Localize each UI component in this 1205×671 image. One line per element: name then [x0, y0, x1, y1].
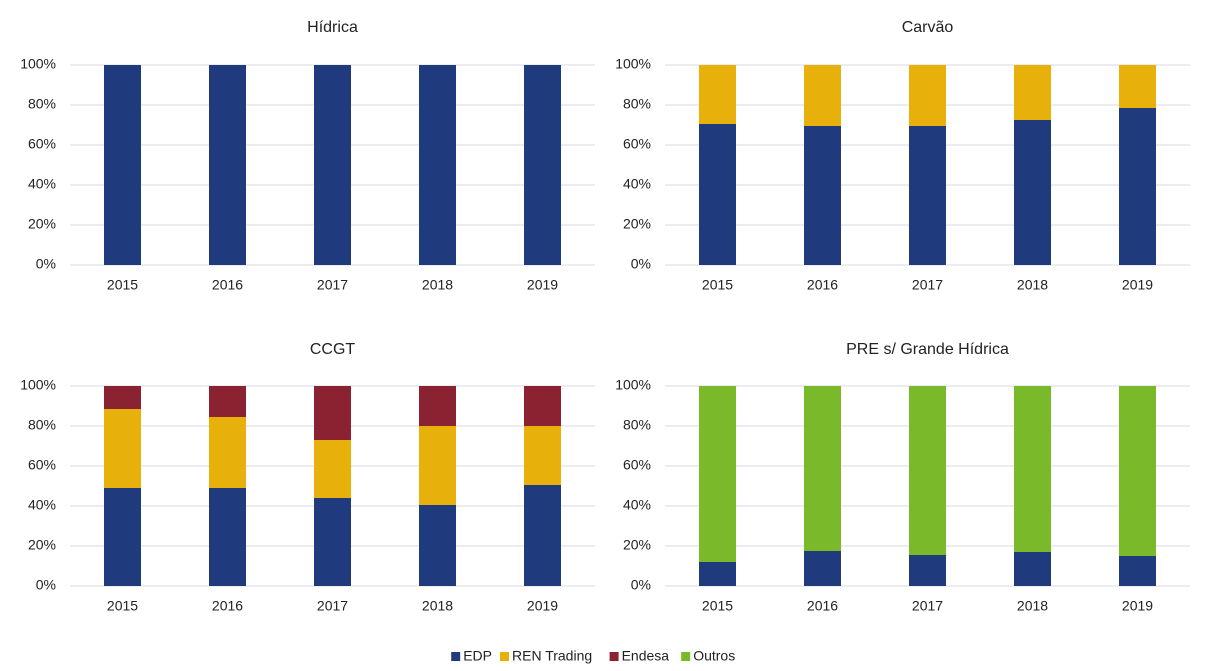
- bar-segment: [1014, 386, 1051, 552]
- bar-segment: [524, 386, 561, 426]
- x-tick-label: 2017: [317, 598, 348, 614]
- y-tick-label: 100%: [20, 56, 56, 72]
- x-tick-label: 2017: [912, 598, 943, 614]
- x-tick-label: 2018: [422, 598, 453, 614]
- y-tick-label: 0%: [36, 577, 56, 593]
- x-tick-label: 2016: [807, 598, 838, 614]
- bar-segment: [524, 65, 561, 265]
- x-tick-label: 2018: [422, 277, 453, 293]
- bar-segment: [699, 124, 736, 265]
- chart-title: Carvão: [902, 19, 954, 36]
- bar-segment: [804, 65, 841, 126]
- y-tick-label: 0%: [631, 256, 651, 272]
- y-tick-label: 40%: [28, 497, 56, 513]
- legend-label: EDP: [463, 648, 492, 664]
- y-tick-label: 60%: [623, 136, 651, 152]
- bar-segment: [1014, 552, 1051, 586]
- bar-segment: [419, 65, 456, 265]
- bar-segment: [804, 126, 841, 265]
- bar-segment: [419, 426, 456, 505]
- y-tick-label: 60%: [28, 457, 56, 473]
- y-tick-label: 40%: [28, 176, 56, 192]
- bar-segment: [104, 386, 141, 409]
- bar-segment: [909, 555, 946, 586]
- bar-segment: [804, 386, 841, 551]
- y-tick-label: 20%: [28, 537, 56, 553]
- x-tick-label: 2015: [107, 277, 138, 293]
- bar-segment: [699, 562, 736, 586]
- y-tick-label: 100%: [20, 377, 56, 393]
- bar-segment: [209, 417, 246, 488]
- y-tick-label: 40%: [623, 176, 651, 192]
- legend-swatch: [609, 652, 619, 661]
- x-tick-label: 2019: [1122, 598, 1153, 614]
- x-tick-label: 2016: [807, 277, 838, 293]
- bar-segment: [524, 485, 561, 586]
- x-tick-label: 2015: [107, 598, 138, 614]
- legend-label: REN Trading: [512, 648, 592, 664]
- x-tick-label: 2016: [212, 277, 243, 293]
- legend-label: Endesa: [622, 648, 670, 664]
- bar-segment: [1119, 65, 1156, 108]
- bar-segment: [909, 386, 946, 555]
- y-tick-label: 0%: [36, 256, 56, 272]
- bar-segment: [314, 65, 351, 265]
- legend-swatch: [681, 652, 691, 661]
- y-tick-label: 80%: [28, 417, 56, 433]
- x-tick-label: 2016: [212, 598, 243, 614]
- y-tick-label: 80%: [623, 96, 651, 112]
- bar-segment: [209, 488, 246, 586]
- y-tick-label: 60%: [623, 457, 651, 473]
- bar-segment: [419, 505, 456, 586]
- bar-segment: [209, 65, 246, 265]
- legend-swatch: [500, 652, 509, 661]
- bar-segment: [314, 440, 351, 498]
- x-tick-label: 2018: [1017, 277, 1048, 293]
- bar-segment: [104, 65, 141, 265]
- y-tick-label: 80%: [623, 417, 651, 433]
- x-tick-label: 2015: [702, 598, 733, 614]
- bar-segment: [104, 488, 141, 586]
- chart-title: PRE s/ Grande Hídrica: [846, 341, 1009, 358]
- bar-segment: [804, 551, 841, 586]
- x-tick-label: 2018: [1017, 598, 1048, 614]
- x-tick-label: 2015: [702, 277, 733, 293]
- y-tick-label: 80%: [28, 96, 56, 112]
- bar-segment: [909, 126, 946, 265]
- bar-segment: [419, 386, 456, 426]
- bar-segment: [314, 498, 351, 586]
- bar-segment: [209, 386, 246, 417]
- legend-swatch: [451, 652, 461, 661]
- y-tick-label: 20%: [28, 216, 56, 232]
- y-tick-label: 0%: [631, 577, 651, 593]
- x-tick-label: 2017: [912, 277, 943, 293]
- chart-title: CCGT: [310, 341, 356, 358]
- bar-segment: [104, 409, 141, 488]
- bar-segment: [1119, 556, 1156, 586]
- legend-label: Outros: [693, 648, 735, 664]
- x-tick-label: 2017: [317, 277, 348, 293]
- bar-segment: [314, 386, 351, 440]
- y-tick-label: 100%: [615, 377, 651, 393]
- bar-segment: [1014, 120, 1051, 265]
- y-tick-label: 20%: [623, 216, 651, 232]
- bar-segment: [699, 65, 736, 124]
- bar-segment: [909, 65, 946, 126]
- x-tick-label: 2019: [527, 598, 558, 614]
- bar-segment: [1119, 386, 1156, 556]
- y-tick-label: 100%: [615, 56, 651, 72]
- y-tick-label: 60%: [28, 136, 56, 152]
- x-tick-label: 2019: [527, 277, 558, 293]
- bar-segment: [524, 426, 561, 485]
- x-tick-label: 2019: [1122, 277, 1153, 293]
- bar-segment: [1119, 108, 1156, 265]
- y-tick-label: 20%: [623, 537, 651, 553]
- bar-segment: [1014, 65, 1051, 120]
- bar-segment: [699, 386, 736, 562]
- y-tick-label: 40%: [623, 497, 651, 513]
- chart-title: Hídrica: [307, 19, 358, 36]
